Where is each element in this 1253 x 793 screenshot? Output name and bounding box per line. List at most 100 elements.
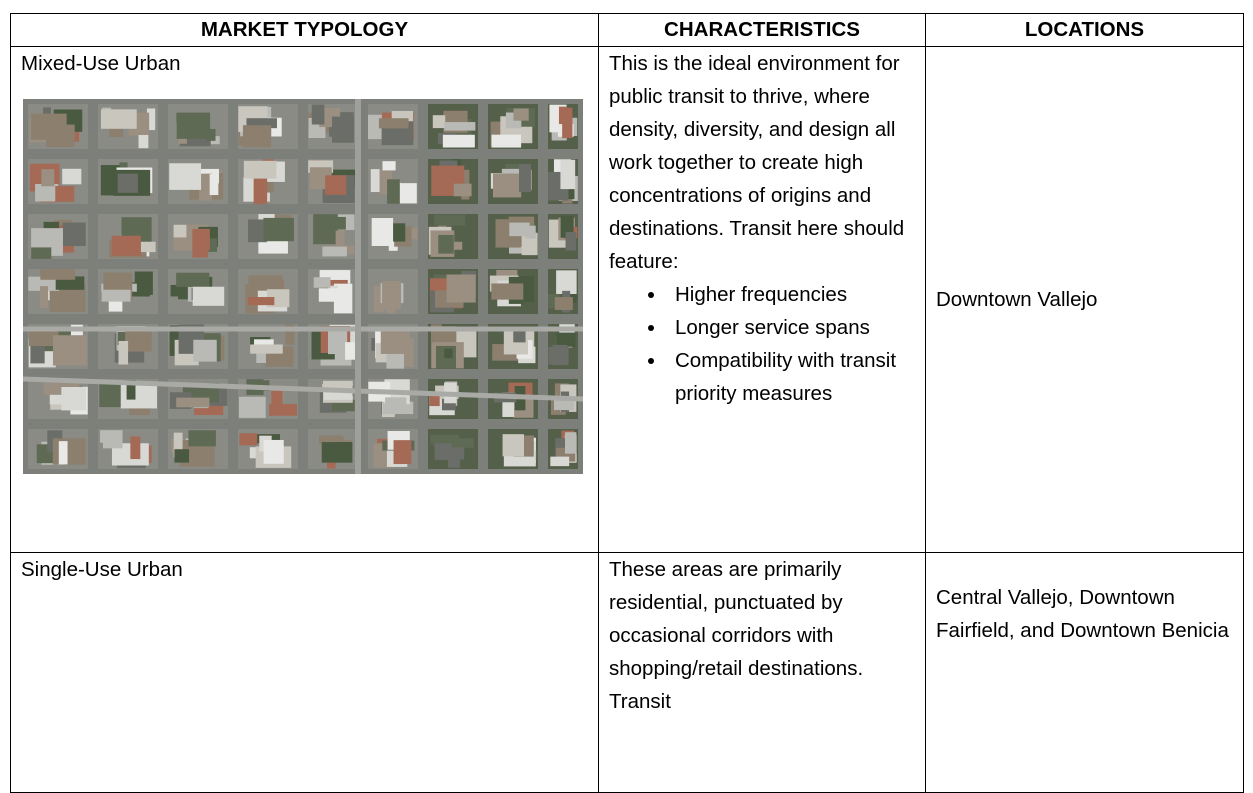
characteristics: These areas are primarily residential, p…: [609, 558, 864, 713]
photo-shape: [111, 235, 141, 256]
photo-shape: [321, 442, 353, 463]
photo-shape: [373, 285, 385, 313]
photo-shape: [509, 222, 530, 237]
photo-shape: [28, 276, 60, 291]
photo-shape: [102, 430, 123, 449]
photo-shape: [502, 392, 515, 417]
photo-shape: [434, 214, 466, 226]
photo-shape: [388, 237, 398, 251]
photo-shape: [447, 447, 465, 460]
photo-shape: [382, 161, 396, 171]
locations: Central Vallejo, Downtown Fairfield, and…: [936, 586, 1229, 642]
photo-shape: [380, 169, 392, 195]
photo-shape: [118, 340, 129, 365]
photo-shape: [176, 272, 210, 287]
photo-shape: [378, 118, 409, 129]
bullet: Longer service spans: [667, 311, 915, 344]
photo-shape: [239, 433, 258, 446]
photo-shape: [446, 274, 476, 303]
photo-shape: [23, 376, 583, 402]
photo-shape: [250, 344, 283, 354]
photo-shape: [442, 134, 475, 148]
photo-shape: [332, 399, 355, 412]
photo-shape: [138, 135, 149, 149]
photo-shape: [345, 342, 356, 360]
photo-shape: [548, 346, 569, 365]
photo-shape: [29, 326, 59, 347]
photo-shape: [243, 160, 277, 179]
table-row: Mixed-Use Urban This is the ideal enviro…: [10, 46, 1244, 553]
photo-shape: [380, 331, 410, 354]
photo-shape: [562, 107, 573, 139]
characteristics-cell: These areas are primarily residential, p…: [598, 552, 926, 793]
photo-shape: [550, 456, 570, 467]
photo-shape: [117, 173, 138, 193]
photo-shape: [174, 449, 190, 463]
photo-shape: [170, 284, 183, 297]
photo-shape: [387, 179, 400, 204]
photo-shape: [453, 183, 472, 197]
photo-shape: [429, 395, 440, 407]
photo-shape: [313, 277, 331, 288]
photo-shape: [209, 174, 219, 196]
photo-shape: [271, 390, 283, 414]
photo-shape: [62, 222, 86, 247]
photo-shape: [192, 228, 210, 251]
photo-shape: [491, 134, 522, 148]
photo-shape: [199, 173, 212, 201]
photo-shape: [331, 116, 355, 143]
photo-shape: [40, 269, 76, 280]
photo-shape: [556, 270, 577, 295]
photo-shape: [285, 324, 295, 345]
photo-shape: [430, 434, 458, 444]
photo-shape: [176, 397, 210, 408]
photo-shape: [242, 125, 272, 148]
photo-shape: [556, 332, 576, 347]
photo-shape: [393, 440, 412, 465]
typology: Mixed-Use Urban: [21, 52, 181, 75]
photo-shape: [101, 289, 131, 302]
photo-shape: [370, 169, 380, 193]
photo-shape: [46, 124, 75, 148]
bullet: Higher frequencies: [667, 278, 915, 311]
photo-shape: [134, 271, 153, 295]
photo-shape: [319, 435, 343, 445]
photo-shape: [554, 297, 573, 310]
photo-shape: [246, 118, 277, 129]
photo-shape: [269, 404, 298, 416]
photo-shape: [125, 329, 152, 352]
typology-cell: Single-Use Urban: [10, 552, 599, 793]
page: MARKET TYPOLOGY CHARACTERISTICS LOCATION…: [0, 0, 1253, 763]
header-row: MARKET TYPOLOGY CHARACTERISTICS LOCATION…: [10, 13, 1244, 47]
photo-shape: [35, 184, 59, 202]
photo-shape: [206, 128, 216, 141]
photo-shape: [335, 230, 345, 249]
header-cell: LOCATIONS: [925, 13, 1244, 47]
photo-shape: [263, 217, 294, 242]
photo-shape: [30, 342, 45, 364]
locations-cell: Downtown Vallejo: [925, 46, 1244, 553]
photo-shape: [130, 436, 141, 460]
photo-shape: [444, 348, 453, 359]
photo-shape: [438, 234, 454, 254]
locations-cell: Central Vallejo, Downtown Fairfield, and…: [925, 552, 1244, 793]
photo-shape: [253, 177, 268, 204]
photo-shape: [565, 432, 577, 454]
photo-shape: [560, 159, 576, 190]
table-row: Single-Use Urban These areas are primari…: [10, 552, 1244, 793]
photo-shape: [328, 329, 348, 355]
photo-shape: [169, 163, 202, 190]
photo-shape: [52, 438, 86, 465]
locations: Downtown Vallejo: [936, 288, 1098, 311]
photo-shape: [254, 339, 274, 348]
photo-shape: [247, 297, 275, 306]
bullet: Compatibility with transit priority meas…: [667, 344, 915, 410]
photo-shape: [100, 109, 137, 129]
photo-shape: [52, 335, 87, 366]
photo-shape: [318, 288, 342, 302]
photo-shape: [176, 112, 211, 139]
photo-shape: [263, 439, 284, 464]
photo-shape: [519, 163, 531, 193]
photo-shape: [146, 108, 156, 131]
photo-shape: [120, 383, 157, 409]
